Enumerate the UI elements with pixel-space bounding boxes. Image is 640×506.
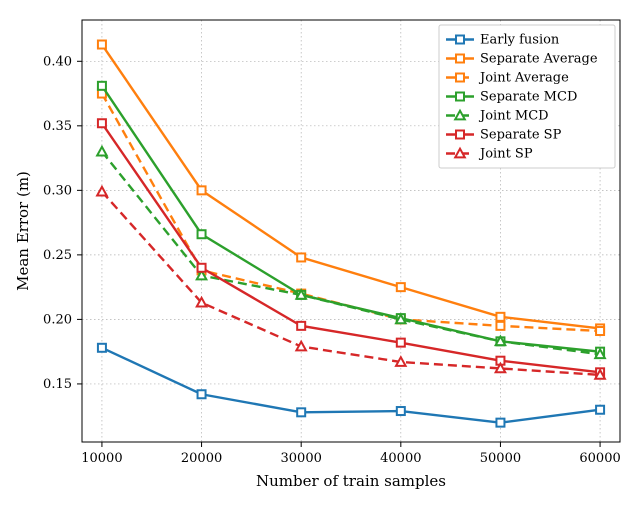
svg-text:60000: 60000 — [579, 451, 620, 466]
x-axis-label: Number of train samples — [256, 472, 446, 490]
svg-text:30000: 30000 — [281, 451, 322, 466]
svg-text:0.25: 0.25 — [43, 248, 72, 263]
line-chart: 10000 20000 30000 40000 50000 60000 0.15 0.20 0.… — [0, 0, 640, 506]
svg-text:20000: 20000 — [181, 451, 222, 466]
legend: Early fusion Separate Average Joint Averag… — [439, 25, 615, 168]
legend-label: Joint SP — [478, 147, 533, 162]
svg-text:40000: 40000 — [380, 451, 421, 466]
legend-label: Separate MCD — [480, 90, 577, 105]
y-axis-label: Mean Error (m) — [14, 171, 32, 291]
svg-text:10000: 10000 — [81, 451, 122, 466]
svg-text:50000: 50000 — [480, 451, 521, 466]
series-early-fusion — [98, 344, 604, 427]
legend-label: Joint MCD — [478, 109, 549, 124]
svg-text:0.20: 0.20 — [43, 312, 72, 327]
legend-label: Early fusion — [480, 33, 560, 48]
svg-text:0.35: 0.35 — [43, 119, 72, 134]
legend-label: Separate SP — [480, 128, 562, 143]
chart-container: 10000 20000 30000 40000 50000 60000 0.15 0.20 0.… — [0, 0, 640, 506]
legend-label: Separate Average — [480, 52, 598, 67]
series-joint-sp — [97, 187, 605, 379]
svg-text:0.30: 0.30 — [43, 183, 72, 198]
svg-text:0.15: 0.15 — [43, 377, 72, 392]
legend-label: Joint Average — [478, 71, 569, 86]
svg-text:0.40: 0.40 — [43, 54, 72, 69]
